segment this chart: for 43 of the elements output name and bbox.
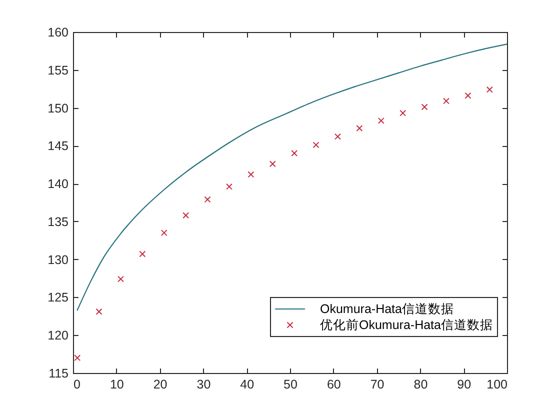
y-tick-label: 145 xyxy=(48,139,69,154)
point xyxy=(160,230,168,236)
x-tick-label: 90 xyxy=(457,378,472,392)
point xyxy=(400,110,406,116)
y-tick-label: 160 xyxy=(48,26,69,40)
point xyxy=(421,104,428,110)
x-tick-label: 50 xyxy=(284,378,298,392)
x-tick-label: 100 xyxy=(486,378,508,392)
y-tick-label: 130 xyxy=(48,252,69,267)
y-tick-label: 120 xyxy=(48,328,69,343)
x-tick-label: 60 xyxy=(326,378,341,392)
point xyxy=(204,196,211,203)
x-tick-label: 10 xyxy=(110,378,124,392)
point xyxy=(248,171,254,178)
point xyxy=(291,150,298,156)
point xyxy=(443,98,450,104)
y-tick-label: 125 xyxy=(48,290,69,305)
point xyxy=(464,92,472,99)
point xyxy=(334,133,341,140)
x-tick-label: 40 xyxy=(240,378,254,392)
legend-label: Okumura-Hata信道数据 xyxy=(320,302,454,316)
point xyxy=(486,86,493,93)
point xyxy=(378,117,384,124)
point xyxy=(74,354,81,362)
point xyxy=(182,212,190,219)
point xyxy=(96,308,102,315)
point xyxy=(139,250,146,258)
point xyxy=(356,125,363,132)
legend-label: 优化前Okumura-Hata信道数据 xyxy=(320,318,493,332)
y-tick-label: 135 xyxy=(48,214,69,229)
x-tick-label: 70 xyxy=(370,378,384,392)
x-tick-label: 20 xyxy=(153,378,168,392)
point xyxy=(118,276,124,282)
y-tick-label: 150 xyxy=(48,101,69,116)
y-tick-label: 140 xyxy=(48,177,69,192)
y-tick-label: 115 xyxy=(48,366,69,380)
x-tick-label: 80 xyxy=(414,378,428,392)
x-tick-label: 0 xyxy=(74,378,80,392)
point xyxy=(269,160,276,168)
y-tick-label: 155 xyxy=(48,63,69,78)
point xyxy=(226,183,232,190)
point xyxy=(312,142,320,148)
x-tick-label: 30 xyxy=(196,378,211,392)
